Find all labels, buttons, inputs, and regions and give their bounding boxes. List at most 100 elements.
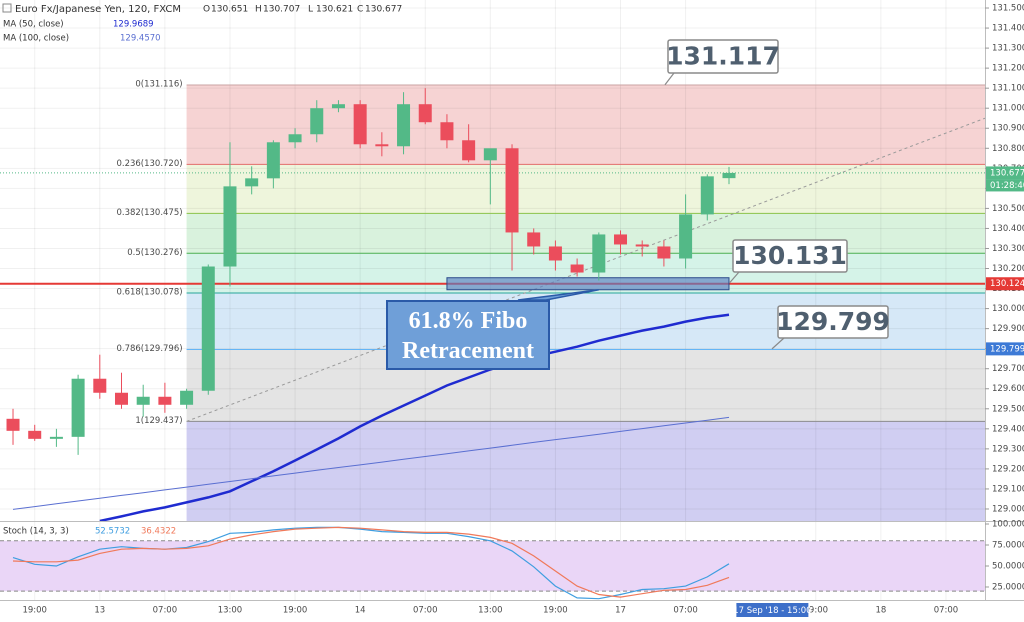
- candle-body: [657, 246, 671, 259]
- countdown: 01:28:40: [990, 181, 1024, 191]
- indicator-value: 36.4322: [141, 527, 176, 537]
- legend-value: 129.9689: [113, 20, 154, 30]
- x-tick-label: 07:00: [673, 606, 698, 616]
- y-tick-label: 50.0000: [992, 561, 1024, 571]
- y-tick-label: 131.400: [992, 24, 1024, 34]
- candle-body: [201, 266, 215, 391]
- candle-body: [245, 178, 259, 187]
- fib-label: 1(129.437): [135, 416, 182, 426]
- highlight-zone: [446, 277, 730, 291]
- ohlc-value: 130.651: [211, 5, 248, 15]
- fib-label: 0(131.116): [135, 79, 182, 89]
- stoch-pane: [0, 522, 985, 600]
- price-marker: [986, 166, 1024, 180]
- candle-body: [49, 436, 63, 439]
- callout-box: [777, 305, 889, 339]
- candle-body: [158, 396, 172, 405]
- fib-label: 0.236(130.720): [116, 159, 182, 169]
- candle-body: [397, 104, 411, 147]
- y-tick-label: 25.0000: [992, 582, 1024, 592]
- y-tick-label: 130.800: [992, 144, 1024, 154]
- y-tick-label: 129.500: [992, 404, 1024, 414]
- y-tick-label: 130.300: [992, 244, 1024, 254]
- candle-body: [570, 264, 584, 273]
- price-marker-label: 129.799: [990, 344, 1024, 354]
- callout-text: 129.799: [776, 307, 890, 336]
- y-tick-label: 129.700: [992, 364, 1024, 374]
- candle-body: [527, 232, 541, 247]
- countdown-box: [986, 179, 1024, 192]
- price-marker-label: 130.677: [990, 168, 1024, 178]
- candle-body: [700, 176, 714, 215]
- y-tick-label: 130.900: [992, 124, 1024, 134]
- y-tick-label: 130.400: [992, 224, 1024, 234]
- y-tick-label: 131.300: [992, 44, 1024, 54]
- candle-body: [462, 140, 476, 161]
- price-marker: [986, 342, 1024, 356]
- y-tick-label: 130.200: [992, 264, 1024, 274]
- y-tick-label: 129.400: [992, 424, 1024, 434]
- stoch-line: [12, 526, 730, 600]
- callout-text: 131.117: [666, 42, 780, 71]
- x-tick-label: 07:00: [934, 606, 959, 616]
- fib-band: [186, 349, 985, 422]
- y-tick-label: 129.000: [992, 504, 1024, 514]
- moving-average: [12, 416, 730, 510]
- fib-band: [186, 421, 985, 521]
- ohlc-key: L: [308, 5, 313, 15]
- moving-average: [99, 313, 730, 521]
- trend-line: [186, 117, 985, 422]
- y-tick-label: 131.500: [992, 4, 1024, 14]
- y-tick-label: 129.600: [992, 384, 1024, 394]
- candle-body: [418, 104, 432, 123]
- fib-label: 0.5(130.276): [127, 248, 182, 258]
- y-tick-label: 129.200: [992, 464, 1024, 474]
- candle-body: [114, 392, 128, 405]
- ohlc-key: O: [203, 5, 210, 15]
- candle-body: [266, 142, 280, 179]
- candle-body: [440, 122, 454, 141]
- x-tick-label: 19:00: [804, 606, 829, 616]
- candle-body: [6, 418, 20, 431]
- y-tick-label: 129.900: [992, 324, 1024, 334]
- indicator-title: Stoch (14, 3, 3): [3, 527, 69, 537]
- x-tick-label: 19:00: [283, 606, 308, 616]
- y-tick-label: 130.000: [992, 304, 1024, 314]
- price-marker: [986, 277, 1024, 291]
- candle-body: [223, 186, 237, 267]
- callout-text: 130.131: [733, 241, 847, 270]
- candle-body: [548, 246, 562, 261]
- indicator-value: 52.5732: [95, 527, 130, 537]
- legend-value: 129.4570: [120, 34, 161, 44]
- symbol-icon: [2, 3, 12, 13]
- x-tick-label: 07:00: [413, 606, 438, 616]
- candle-body: [353, 104, 367, 145]
- callout-pointer: [729, 271, 740, 283]
- candle-body: [635, 244, 649, 247]
- x-tick-label: 17: [615, 606, 626, 616]
- chart-title: Euro Fx/Japanese Yen, 120, FXCM: [15, 4, 181, 15]
- ohlc-value: 130.707: [263, 5, 300, 15]
- candle-body: [288, 134, 302, 143]
- legend-name: MA (100, close): [3, 34, 69, 44]
- fib-band: [186, 164, 985, 214]
- y-tick-label: 131.000: [992, 104, 1024, 114]
- fib-label: 0.382(130.475): [116, 208, 182, 218]
- y-tick-label: 129.100: [992, 484, 1024, 494]
- y-tick-label: 131.200: [992, 64, 1024, 74]
- crosshair-time: 17 Sep '18 - 15:00: [733, 606, 811, 616]
- y-tick-label: 130.500: [992, 204, 1024, 214]
- candle-body: [93, 378, 107, 393]
- ohlc-key: C: [357, 5, 363, 15]
- candle-body: [505, 148, 519, 233]
- x-tick-label: 07:00: [153, 606, 178, 616]
- y-tick-label: 129.300: [992, 444, 1024, 454]
- x-tick-label: 19:00: [22, 606, 47, 616]
- x-tick-label: 19:00: [543, 606, 568, 616]
- fib-band: [186, 84, 985, 165]
- candle-body: [136, 396, 150, 405]
- x-tick-label: 13:00: [218, 606, 243, 616]
- callout-box: [732, 239, 848, 273]
